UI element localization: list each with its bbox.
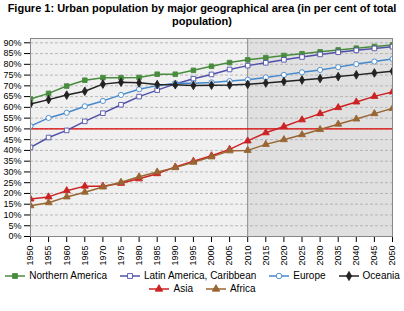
svg-text:2040: 2040 [351, 246, 361, 266]
svg-text:55%: 55% [3, 113, 21, 123]
svg-text:1965: 1965 [80, 246, 90, 266]
html-text:Europe: Europe [293, 270, 326, 281]
svg-text:1975: 1975 [116, 246, 126, 266]
svg-text:0%: 0% [8, 231, 21, 241]
svg-text:80%: 80% [3, 59, 21, 69]
svg-text:1990: 1990 [170, 246, 180, 266]
svg-text:10%: 10% [3, 210, 21, 220]
svg-text:85%: 85% [3, 48, 21, 58]
svg-text:35%: 35% [3, 156, 21, 166]
svg-text:75%: 75% [3, 70, 21, 80]
svg-text:1970: 1970 [98, 246, 108, 266]
svg-text:2025: 2025 [297, 246, 307, 266]
html-text:Figure 1: Urban population by: Figure 1: Urban population by major geog… [7, 2, 397, 27]
svg-text:1950: 1950 [25, 246, 35, 266]
svg-text:1985: 1985 [152, 246, 162, 266]
svg-text:65%: 65% [3, 91, 21, 101]
svg-text:2050: 2050 [387, 246, 397, 266]
svg-text:70%: 70% [3, 81, 21, 91]
svg-text:2005: 2005 [224, 246, 234, 266]
html-text:Africa: Africa [229, 283, 256, 294]
svg-text:15%: 15% [3, 199, 21, 209]
svg-text:45%: 45% [3, 135, 21, 145]
svg-text:50%: 50% [3, 124, 21, 134]
svg-text:2035: 2035 [333, 246, 343, 266]
svg-text:2045: 2045 [369, 246, 379, 266]
svg-text:2000: 2000 [206, 246, 216, 266]
svg-text:30%: 30% [3, 167, 21, 177]
svg-text:1980: 1980 [134, 246, 144, 266]
svg-text:90%: 90% [3, 38, 21, 48]
svg-text:2020: 2020 [279, 246, 289, 266]
html-text:Asia: Asia [173, 283, 193, 294]
svg-text:2010: 2010 [243, 246, 253, 266]
svg-text:5%: 5% [8, 221, 21, 231]
svg-text:25%: 25% [3, 178, 21, 188]
svg-text:2015: 2015 [261, 246, 271, 266]
svg-text:1955: 1955 [43, 246, 53, 266]
html-text:Latin America, Caribbean: Latin America, Caribbean [144, 270, 257, 281]
svg-text:60%: 60% [3, 102, 21, 112]
svg-text:1960: 1960 [62, 246, 72, 266]
svg-text:40%: 40% [3, 145, 21, 155]
svg-text:20%: 20% [3, 188, 21, 198]
html-text:Oceania: Oceania [362, 270, 400, 281]
svg-text:2030: 2030 [315, 246, 325, 266]
svg-text:1995: 1995 [188, 246, 198, 266]
html-text:Northern America: Northern America [29, 270, 107, 281]
